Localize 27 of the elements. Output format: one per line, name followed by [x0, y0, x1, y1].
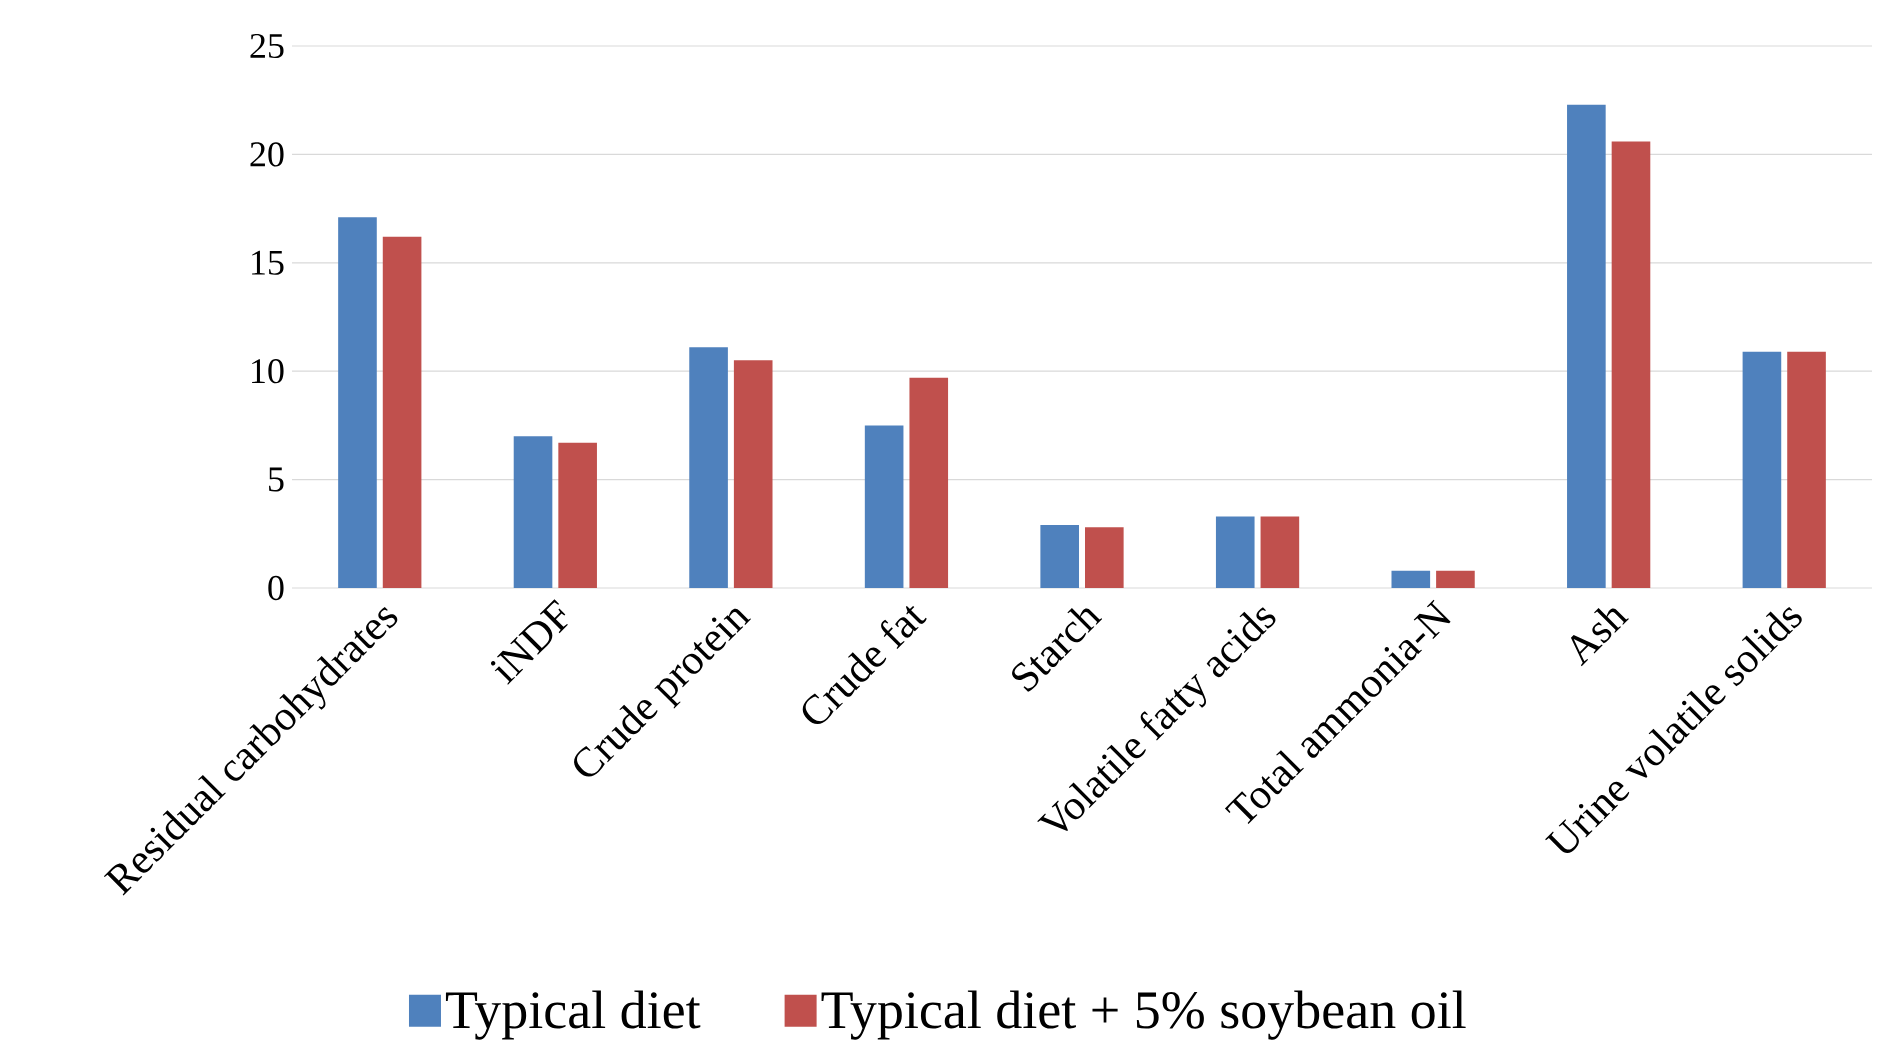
bar	[1085, 527, 1124, 588]
bar	[382, 236, 422, 588]
bar	[338, 217, 377, 588]
legend-label: Typical diet + 5% soybean oil	[821, 990, 1466, 1040]
bar	[1787, 351, 1826, 588]
x-tick-label: Ash	[1570, 608, 1629, 667]
bar	[1742, 351, 1782, 588]
bar	[733, 360, 773, 588]
bar	[1040, 525, 1079, 588]
bar	[1260, 516, 1300, 588]
bar	[1215, 516, 1255, 588]
bar	[513, 436, 553, 588]
y-tick-label: 25	[250, 33, 284, 59]
y-tick-label: 5	[269, 467, 284, 492]
y-tick-label: 10	[252, 359, 284, 384]
bar	[864, 425, 904, 588]
y-tick-label: 20	[250, 142, 284, 167]
bar	[909, 377, 949, 588]
legend-label: Typical diet	[445, 990, 701, 1040]
bar	[689, 347, 728, 588]
y-tick-label: 15	[252, 250, 284, 275]
bar	[1567, 104, 1606, 588]
y-tick-label: 0	[268, 575, 284, 601]
bar	[1436, 570, 1475, 588]
bar	[1391, 570, 1431, 588]
bar	[1611, 141, 1651, 588]
bar	[558, 442, 597, 588]
